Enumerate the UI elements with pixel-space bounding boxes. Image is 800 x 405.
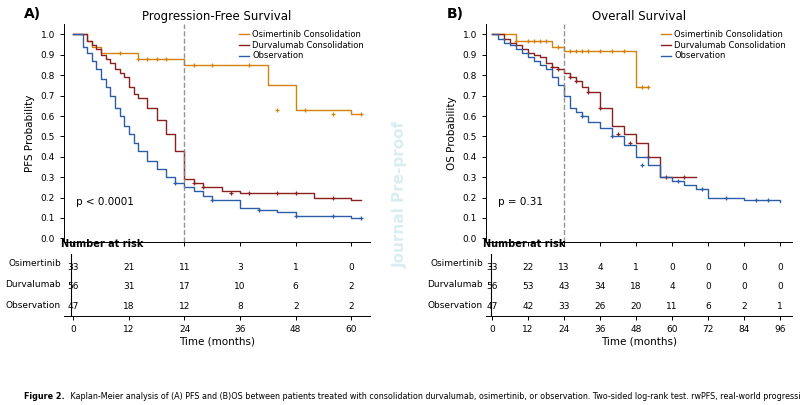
Text: 2: 2 xyxy=(349,282,354,291)
Text: 1: 1 xyxy=(633,263,639,272)
Title: Progression-Free Survival: Progression-Free Survival xyxy=(142,10,292,23)
Text: 34: 34 xyxy=(594,282,606,291)
Text: 0: 0 xyxy=(777,282,783,291)
Text: 56: 56 xyxy=(67,282,79,291)
Text: 8: 8 xyxy=(238,302,243,311)
Text: Durvalumab: Durvalumab xyxy=(427,280,483,289)
X-axis label: Time (months): Time (months) xyxy=(179,337,255,347)
Text: 0: 0 xyxy=(705,263,711,272)
Text: 2: 2 xyxy=(349,302,354,311)
Text: Osimertinib: Osimertinib xyxy=(8,260,61,269)
Text: p < 0.0001: p < 0.0001 xyxy=(76,197,134,207)
Y-axis label: PFS Probability: PFS Probability xyxy=(25,95,35,172)
Text: 0: 0 xyxy=(669,263,675,272)
Text: 21: 21 xyxy=(123,263,134,272)
Text: A): A) xyxy=(24,7,42,21)
Text: 33: 33 xyxy=(558,302,570,311)
Text: Observation: Observation xyxy=(6,301,61,310)
Text: 56: 56 xyxy=(486,282,498,291)
Text: 6: 6 xyxy=(705,302,711,311)
Text: 0: 0 xyxy=(741,282,747,291)
Text: Figure 2.: Figure 2. xyxy=(24,392,65,401)
Text: Kaplan-Meier analysis of (A) PFS and (B)OS between patients treated with consoli: Kaplan-Meier analysis of (A) PFS and (B)… xyxy=(68,392,800,401)
Text: 3: 3 xyxy=(238,263,243,272)
Text: 12: 12 xyxy=(179,302,190,311)
Text: Osimertinib: Osimertinib xyxy=(430,260,483,269)
Text: Durvalumab: Durvalumab xyxy=(6,280,61,289)
Text: Number at risk: Number at risk xyxy=(61,239,143,249)
X-axis label: Time (months): Time (months) xyxy=(601,337,677,347)
Text: 6: 6 xyxy=(293,282,298,291)
Text: 53: 53 xyxy=(522,282,534,291)
Text: 33: 33 xyxy=(486,263,498,272)
Text: 0: 0 xyxy=(777,263,783,272)
Text: 13: 13 xyxy=(558,263,570,272)
Text: 1: 1 xyxy=(777,302,783,311)
Y-axis label: OS Probability: OS Probability xyxy=(447,96,457,170)
Text: 17: 17 xyxy=(178,282,190,291)
Text: 18: 18 xyxy=(630,282,642,291)
Text: Observation: Observation xyxy=(428,301,483,310)
Text: 47: 47 xyxy=(67,302,79,311)
Legend: Osimertinib Consolidation, Durvalumab Consolidation, Observation: Osimertinib Consolidation, Durvalumab Co… xyxy=(238,28,366,62)
Title: Overall Survival: Overall Survival xyxy=(592,10,686,23)
Text: 26: 26 xyxy=(594,302,606,311)
Text: 10: 10 xyxy=(234,282,246,291)
Text: 42: 42 xyxy=(522,302,534,311)
Text: 0: 0 xyxy=(705,282,711,291)
Text: 43: 43 xyxy=(558,282,570,291)
Legend: Osimertinib Consolidation, Durvalumab Consolidation, Observation: Osimertinib Consolidation, Durvalumab Co… xyxy=(659,28,788,62)
Text: Number at risk: Number at risk xyxy=(483,239,566,249)
Text: 18: 18 xyxy=(123,302,134,311)
Text: 0: 0 xyxy=(741,263,747,272)
Text: 2: 2 xyxy=(293,302,298,311)
Text: Journal Pre-proof: Journal Pre-proof xyxy=(393,121,407,268)
Text: 20: 20 xyxy=(630,302,642,311)
Text: 47: 47 xyxy=(486,302,498,311)
Text: 31: 31 xyxy=(123,282,134,291)
Text: 1: 1 xyxy=(293,263,298,272)
Text: 4: 4 xyxy=(598,263,603,272)
Text: 33: 33 xyxy=(67,263,79,272)
Text: 4: 4 xyxy=(670,282,675,291)
Text: 2: 2 xyxy=(742,302,747,311)
Text: p = 0.31: p = 0.31 xyxy=(498,197,543,207)
Text: 22: 22 xyxy=(522,263,534,272)
Text: 0: 0 xyxy=(349,263,354,272)
Text: 11: 11 xyxy=(178,263,190,272)
Text: B): B) xyxy=(446,7,463,21)
Text: 11: 11 xyxy=(666,302,678,311)
